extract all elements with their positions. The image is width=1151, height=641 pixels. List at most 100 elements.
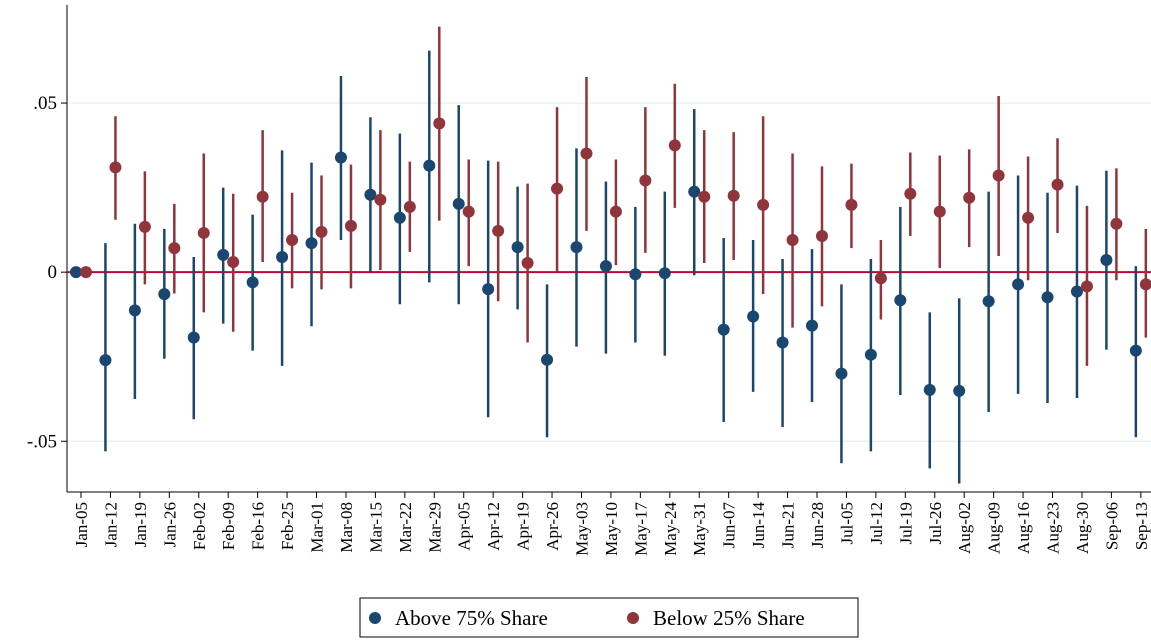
x-tick-label: May-31 [690, 502, 709, 556]
point [629, 268, 642, 281]
legend-marker [369, 612, 381, 624]
point [786, 234, 799, 247]
x-tick-label: Jul-05 [837, 502, 856, 545]
point [158, 288, 171, 301]
point [874, 272, 887, 285]
point [1139, 278, 1151, 291]
x-tick-label: Aug-02 [955, 502, 974, 554]
point [276, 250, 289, 263]
point [374, 193, 387, 206]
point [99, 354, 112, 367]
point [521, 257, 534, 270]
point [187, 331, 200, 344]
point [217, 248, 230, 261]
point [541, 353, 554, 366]
x-tick-label: Sep-06 [1102, 502, 1121, 550]
x-tick-label: Jul-12 [867, 502, 886, 545]
point [128, 304, 141, 317]
point [246, 276, 259, 289]
point [806, 319, 818, 332]
point [551, 182, 564, 195]
point [570, 241, 583, 254]
x-tick-label: Sep-13 [1132, 502, 1151, 550]
point [315, 225, 328, 238]
x-tick-label: Mar-29 [425, 502, 444, 553]
x-tick-label: May-17 [631, 502, 650, 556]
x-tick-label: Jan-12 [101, 502, 120, 547]
point [1051, 178, 1064, 191]
point [227, 256, 240, 269]
point [344, 219, 357, 232]
point [80, 266, 92, 279]
x-tick-label: May-24 [661, 502, 680, 556]
point [609, 205, 622, 218]
x-tick-label: Feb-09 [219, 502, 238, 550]
point [904, 187, 917, 200]
x-tick-label: Mar-22 [396, 502, 415, 553]
point [403, 200, 416, 213]
point [70, 266, 82, 279]
y-tick-label: -.05 [27, 431, 57, 452]
x-tick-label: Mar-01 [308, 502, 327, 553]
x-tick-label: Aug-23 [1044, 502, 1063, 554]
point [757, 198, 770, 211]
point [580, 147, 593, 160]
point [393, 211, 406, 224]
x-tick-label: Apr-26 [543, 502, 562, 551]
point [923, 383, 936, 396]
point [334, 151, 347, 164]
x-tick-label: Mar-15 [366, 502, 385, 553]
x-tick-label: Apr-19 [514, 502, 533, 551]
point [747, 310, 760, 323]
point [688, 185, 701, 198]
point [452, 197, 465, 210]
x-tick-label: May-03 [572, 502, 591, 556]
x-tick-label: Jul-26 [926, 502, 945, 545]
point [1100, 253, 1113, 266]
point [668, 139, 681, 152]
x-tick-label: May-10 [602, 502, 621, 556]
x-tick-label: Aug-30 [1073, 502, 1092, 554]
x-tick-label: Feb-25 [278, 502, 297, 550]
x-tick-label: Jan-05 [72, 502, 91, 547]
x-tick-label: Apr-12 [484, 502, 503, 551]
point [168, 242, 181, 255]
x-tick-label: Aug-16 [1014, 502, 1033, 554]
point [963, 191, 976, 204]
x-tick-label: Feb-16 [249, 502, 268, 550]
point [423, 159, 436, 172]
point [197, 226, 210, 239]
point [433, 117, 446, 130]
y-tick-label: .05 [33, 93, 57, 114]
point [1070, 285, 1083, 298]
point [1110, 217, 1123, 230]
point [776, 336, 789, 349]
x-tick-label: Apr-05 [455, 502, 474, 551]
point [992, 169, 1005, 182]
point [364, 188, 377, 201]
point [864, 348, 877, 361]
legend-label: Above 75% Share [395, 606, 548, 630]
point [305, 237, 318, 250]
point [286, 234, 299, 247]
point [727, 189, 740, 202]
point [845, 198, 858, 211]
point [835, 367, 848, 380]
point [658, 267, 671, 280]
point [698, 190, 711, 203]
legend: Above 75% Share Below 25% Share [359, 597, 859, 638]
x-tick-label: Jul-19 [896, 502, 915, 545]
point [953, 384, 966, 397]
point [511, 241, 524, 254]
point [109, 161, 122, 174]
x-tick-label: Feb-02 [190, 502, 209, 550]
x-tick-label: Jun-07 [720, 502, 739, 549]
point [138, 220, 151, 233]
legend-marker [627, 612, 639, 624]
x-tick-label: Aug-09 [985, 502, 1004, 554]
point [1080, 280, 1093, 293]
point [894, 294, 907, 307]
point [1041, 291, 1054, 304]
legend-box [359, 597, 859, 638]
